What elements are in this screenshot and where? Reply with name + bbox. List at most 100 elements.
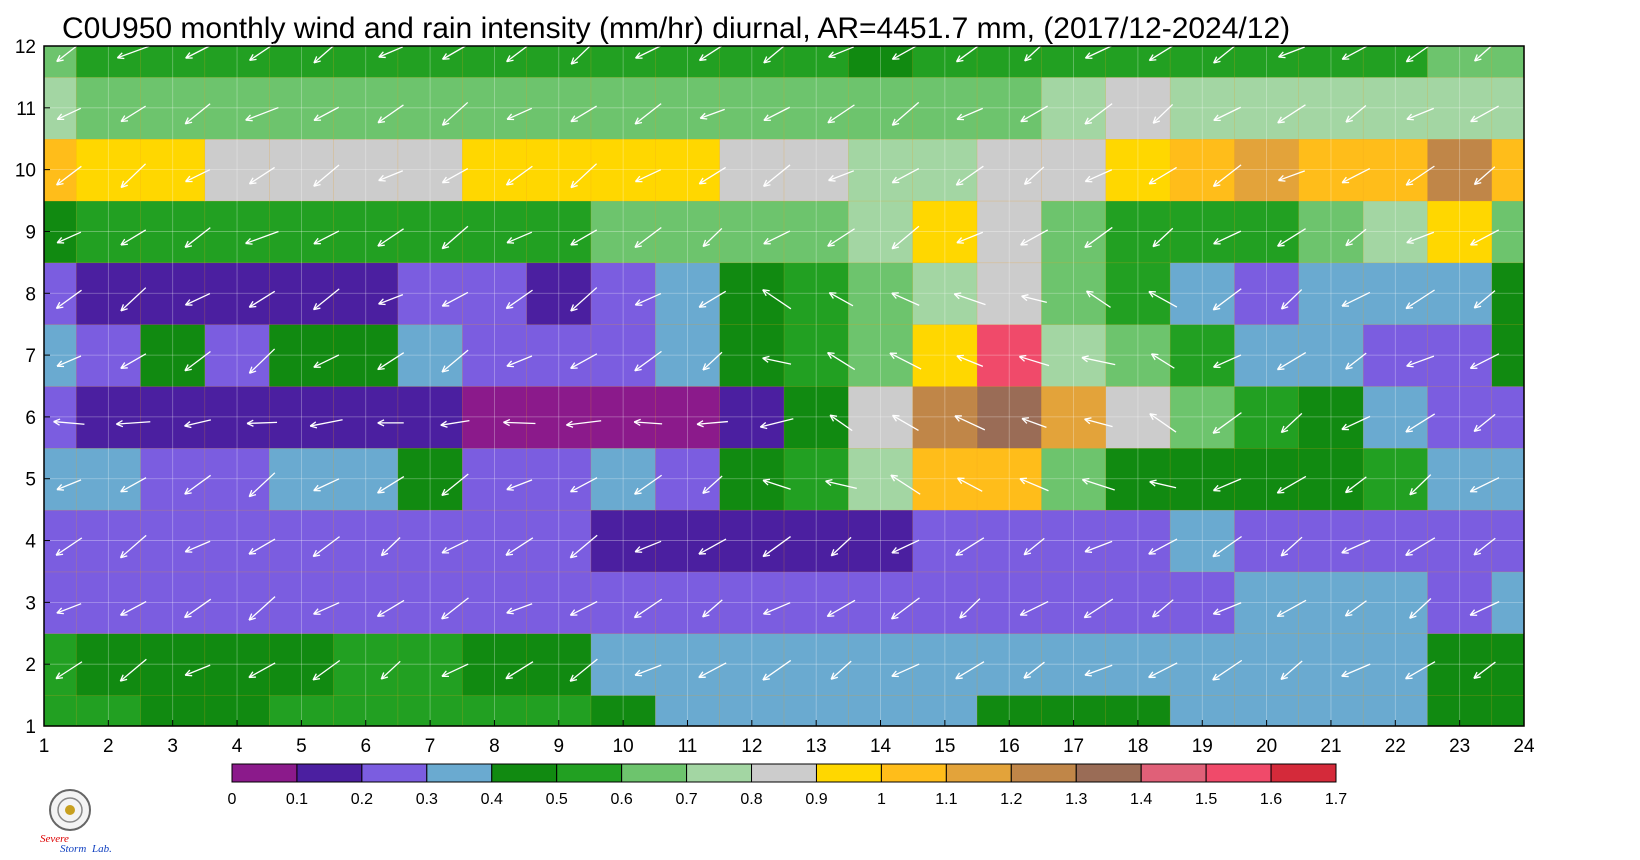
x-tick-label: 6 (360, 736, 371, 757)
wind-arrow (702, 227, 723, 248)
wind-arrow (185, 169, 211, 183)
heatmap-cell (590, 76, 657, 140)
heatmap-cell (462, 200, 528, 264)
heatmap-cell (848, 633, 914, 696)
heatmap-cell (397, 262, 463, 325)
heatmap-cell (976, 571, 1043, 634)
heatmap-cell (1298, 45, 1364, 78)
wind-arrow (1149, 479, 1177, 489)
wind-arrow (891, 225, 920, 250)
wind-arrow (245, 106, 279, 122)
heatmap-cell (1105, 323, 1171, 387)
heatmap-cell (462, 447, 528, 511)
wind-arrow (56, 603, 82, 615)
y-tick-label: 3 (25, 593, 36, 614)
y-tick-label: 2 (25, 655, 36, 676)
heatmap-cell (783, 200, 850, 264)
heatmap-cell (204, 385, 270, 449)
heatmap-cell (1427, 447, 1493, 511)
wind-arrow (635, 45, 661, 59)
colorbar-tick-label: 0.2 (351, 791, 373, 808)
wind-arrow (377, 104, 404, 124)
heatmap-cell (140, 385, 206, 449)
wind-arrow (570, 163, 598, 189)
wind-arrow (441, 168, 469, 184)
wind-arrow (1406, 231, 1435, 244)
x-tick-label: 8 (489, 736, 500, 757)
heatmap-cell (976, 76, 1043, 140)
wind-arrow (762, 355, 792, 365)
heatmap-cell (590, 45, 657, 78)
wind-arrow (248, 596, 276, 621)
wind-arrow (441, 539, 469, 554)
heatmap-cell (1234, 385, 1300, 449)
wind-arrow (55, 289, 82, 310)
wind-arrow (1019, 477, 1049, 492)
heatmap-cell (1362, 571, 1429, 634)
heatmap-cell (397, 509, 463, 573)
wind-arrow (246, 419, 278, 427)
heatmap-cell (526, 385, 592, 449)
heatmap-cell (526, 633, 592, 696)
heatmap-cell (1427, 571, 1493, 634)
heatmap-cell (655, 385, 721, 449)
wind-arrow (184, 419, 211, 429)
wind-arrow (634, 292, 662, 306)
heatmap-cell (590, 323, 657, 387)
wind-arrow (505, 537, 534, 556)
heatmap-cell (269, 323, 335, 387)
wind-arrow (826, 599, 856, 618)
wind-arrow (56, 479, 82, 491)
wind-arrow (1405, 289, 1435, 310)
wind-arrow (698, 662, 727, 679)
heatmap-cell (43, 694, 77, 727)
wind-arrow (1152, 103, 1174, 124)
seal-core-icon (65, 805, 75, 815)
heatmap-cell (719, 571, 785, 634)
wind-arrow (830, 660, 852, 680)
wind-arrow (120, 353, 147, 369)
colorbar-swatch (751, 763, 817, 783)
wind-arrow (827, 104, 855, 124)
heatmap-cell (1169, 76, 1236, 140)
wind-arrow (1148, 662, 1178, 679)
colorbar-swatch (621, 763, 688, 783)
x-tick-label: 16 (999, 736, 1020, 757)
x-tick-label: 9 (553, 736, 564, 757)
wind-arrow (570, 229, 598, 246)
wind-arrow (634, 103, 662, 125)
heatmap-cell (462, 385, 528, 449)
wind-arrow (1212, 659, 1243, 681)
heatmap-cell (976, 385, 1043, 449)
wind-arrow (440, 419, 470, 428)
heatmap-cell (590, 447, 657, 511)
x-tick-label: 17 (1063, 736, 1084, 757)
colorbar-tick-label: 1.5 (1195, 791, 1217, 808)
logo-line3: Lab. (91, 843, 112, 855)
heatmap-cell (1362, 200, 1429, 264)
heatmap-cell (976, 509, 1043, 573)
wind-arrow (441, 663, 469, 678)
y-tick-label: 11 (16, 99, 36, 120)
colorbar-swatch (1205, 763, 1272, 783)
heatmap-cell (1041, 633, 1107, 696)
wind-arrow (699, 108, 725, 120)
heatmap-cell (75, 262, 142, 325)
heatmap-cell (269, 633, 335, 696)
wind-arrow (1212, 535, 1242, 558)
wind-arrow (891, 168, 920, 184)
wind-arrow (120, 105, 146, 123)
wind-arrow (184, 227, 211, 248)
wind-arrow (1345, 352, 1367, 370)
x-tick-label: 11 (678, 736, 698, 757)
x-tick-label: 2 (103, 736, 114, 757)
wind-arrow (248, 662, 276, 679)
heatmap-cell (1491, 262, 1525, 325)
heatmap-cell (204, 323, 270, 387)
wind-arrow (120, 229, 147, 246)
heatmap-cell (75, 45, 142, 78)
heatmap-cell (848, 323, 914, 387)
heatmap-cell (1427, 76, 1493, 140)
wind-arrow (1405, 537, 1436, 556)
